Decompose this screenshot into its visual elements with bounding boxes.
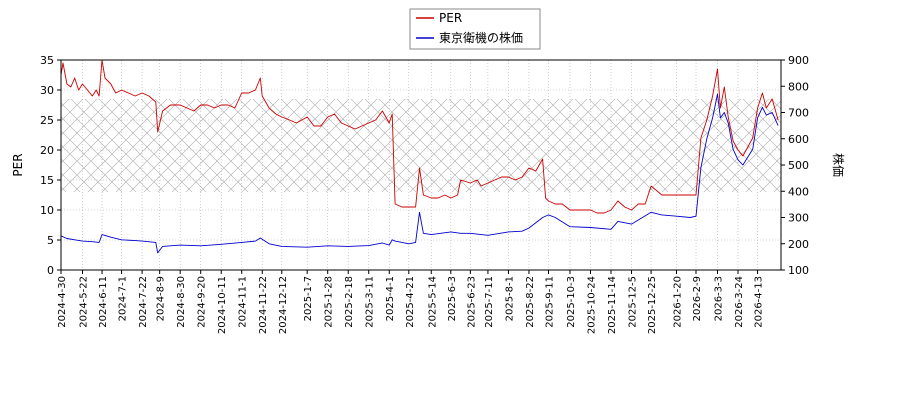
y-left-tick-label: 20	[40, 144, 54, 157]
y-left-tick-label: 35	[40, 54, 54, 67]
y-axis-right-label: 株価	[831, 153, 846, 177]
per-series-line	[61, 60, 779, 214]
x-tick-label: 2025-12-25	[647, 276, 658, 334]
y-right-tick-label: 200	[788, 238, 809, 251]
x-tick-label: 2025-3-11	[365, 276, 376, 328]
x-tick-label: 2024-10-11	[217, 276, 228, 334]
x-tick-label: 2024-11-22	[258, 276, 269, 334]
x-tick-label: 2025-6-3	[447, 276, 458, 321]
x-tick-label: 2024-4-30	[57, 276, 68, 328]
price-series-line	[61, 93, 779, 254]
y-right-tick-label: 600	[788, 133, 809, 146]
x-tick-label: 2025-8-1	[504, 276, 515, 321]
x-tick-label: 2025-5-14	[427, 276, 438, 328]
x-tick-label: 2025-4-1	[385, 276, 396, 321]
y-left-tick-label: 0	[47, 264, 54, 277]
y-right-tick-label: 400	[788, 185, 809, 198]
y-right-tick-label: 900	[788, 54, 809, 67]
legend-per-label: PER	[439, 11, 462, 25]
y-right-tick-label: 300	[788, 212, 809, 225]
y-left-tick-label: 10	[40, 204, 54, 217]
x-tick-label: 2026-4-13	[754, 276, 765, 328]
x-tick-label: 2025-10-24	[586, 276, 597, 334]
x-tick-label: 2024-8-9	[156, 276, 167, 321]
x-axis: 2024-4-30 2024-5-22 2024-6-11 2024-7-1 2024-…	[57, 270, 765, 334]
x-tick-label: 2024-7-22	[138, 276, 149, 328]
y-axis-right: 100 200 300 400 500 600 700 800 900	[781, 54, 809, 277]
y-axis-left: 0 5 10 15 20 25 30 35	[40, 54, 61, 277]
x-tick-label: 2025-1-28	[324, 276, 335, 328]
x-tick-label: 2026-2-9	[692, 276, 703, 321]
y-left-tick-label: 30	[40, 84, 54, 97]
x-tick-label: 2026-1-20	[672, 276, 683, 328]
x-tick-label: 2025-6-23	[466, 276, 477, 328]
x-tick-label: 2025-2-18	[344, 276, 355, 328]
y-left-tick-label: 15	[40, 174, 54, 187]
x-tick-label: 2025-9-11	[544, 276, 555, 328]
y-right-tick-label: 800	[788, 80, 809, 93]
x-tick-label: 2024-11-1	[238, 276, 249, 328]
x-tick-label: 2024-9-20	[197, 276, 208, 328]
x-tick-label: 2025-12-5	[628, 276, 639, 328]
x-tick-label: 2024-8-30	[176, 276, 187, 328]
x-tick-label: 2024-6-11	[98, 276, 109, 328]
x-tick-label: 2024-5-22	[78, 276, 89, 328]
y-right-tick-label: 700	[788, 107, 809, 120]
y-right-tick-label: 500	[788, 159, 809, 172]
legend-price-label: 東京衛機の株価	[439, 30, 523, 45]
x-tick-label: 2026-3-3	[713, 276, 724, 321]
legend: PER 東京衛機の株価	[409, 8, 541, 50]
x-tick-label: 2025-4-21	[405, 276, 416, 328]
x-tick-label: 2025-1-7	[303, 276, 314, 321]
y-left-tick-label: 25	[40, 114, 54, 127]
y-axis-left-label: PER	[11, 153, 25, 176]
plot-area	[60, 59, 782, 271]
x-tick-label: 2024-12-12	[278, 276, 289, 334]
y-left-tick-label: 5	[47, 234, 54, 247]
x-tick-label: 2025-8-22	[525, 276, 536, 328]
x-tick-label: 2026-3-24	[734, 276, 745, 328]
x-tick-label: 2025-11-14	[607, 276, 618, 334]
x-tick-label: 2025-7-11	[484, 276, 495, 328]
x-tick-label: 2025-10-3	[566, 276, 577, 328]
y-right-tick-label: 100	[788, 264, 809, 277]
x-tick-label: 2024-7-1	[118, 276, 129, 321]
series-layer	[61, 60, 779, 254]
legend-box	[409, 8, 541, 50]
